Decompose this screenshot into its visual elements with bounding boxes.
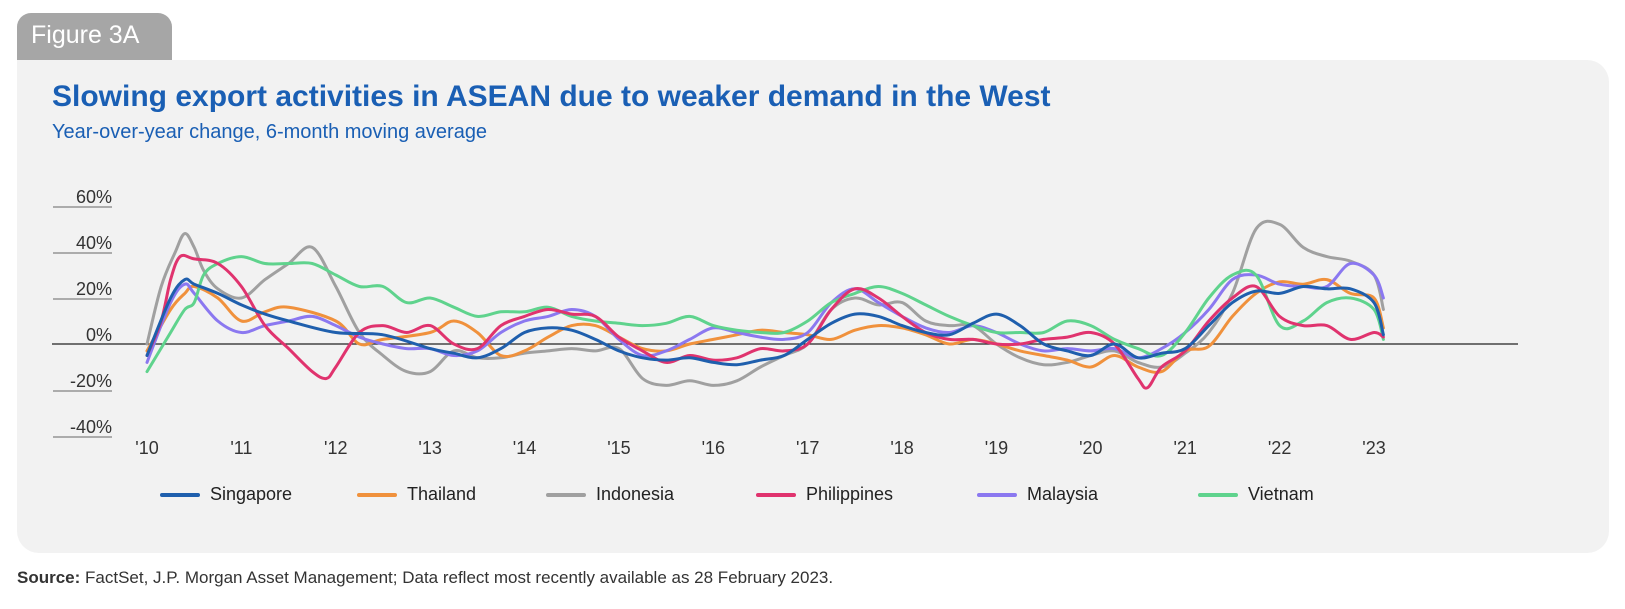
x-tick-label: '14 xyxy=(513,438,536,458)
series-line-vietnam xyxy=(145,255,1385,374)
y-tick-label: 40% xyxy=(76,233,112,253)
legend-item-vietnam: Vietnam xyxy=(1198,484,1314,505)
series-line-philippines xyxy=(145,253,1385,390)
x-tick-label: '15 xyxy=(607,438,630,458)
y-tick-label: 0% xyxy=(86,325,112,345)
x-tick-label: '18 xyxy=(890,438,913,458)
legend-swatch xyxy=(1198,492,1238,497)
x-tick-label: '21 xyxy=(1173,438,1196,458)
legend-swatch xyxy=(357,492,397,497)
series-line-indonesia xyxy=(145,219,1385,387)
x-tick-label: '19 xyxy=(985,438,1008,458)
legend-label: Malaysia xyxy=(1027,484,1099,504)
legend-label: Indonesia xyxy=(596,484,675,504)
legend-label: Philippines xyxy=(806,484,894,504)
x-tick-label: '10 xyxy=(135,438,158,458)
legend-label: Singapore xyxy=(210,484,293,504)
legend-swatch xyxy=(756,492,796,497)
x-tick-label: '12 xyxy=(324,438,347,458)
legend-item-singapore: Singapore xyxy=(160,484,292,505)
y-tick-label: -40% xyxy=(70,417,112,437)
x-tick-label: '13 xyxy=(418,438,441,458)
figure-tab: Figure 3A xyxy=(17,13,172,63)
legend-item-thailand: Thailand xyxy=(357,484,476,505)
legend-swatch xyxy=(160,492,200,497)
x-tick-label: '11 xyxy=(230,438,252,458)
chart-title: Slowing export activities in ASEAN due t… xyxy=(52,80,1051,113)
x-tick-label: '16 xyxy=(702,438,725,458)
legend-label: Vietnam xyxy=(1248,484,1314,504)
y-tick-label: -20% xyxy=(70,371,112,391)
source-note: Source: FactSet, J.P. Morgan Asset Manag… xyxy=(17,568,833,588)
x-tick-label: '23 xyxy=(1362,438,1385,458)
source-text: FactSet, J.P. Morgan Asset Management; D… xyxy=(85,568,834,587)
series-line-singapore xyxy=(145,277,1385,367)
source-label: Source: xyxy=(17,568,81,587)
legend: Singapore Thailand Indonesia Philippines… xyxy=(0,484,1625,512)
legend-label: Thailand xyxy=(407,484,477,504)
x-tick-label: '20 xyxy=(1079,438,1102,458)
legend-item-malaysia: Malaysia xyxy=(977,484,1098,505)
y-tick-label: 60% xyxy=(76,187,112,207)
legend-item-indonesia: Indonesia xyxy=(546,484,674,505)
legend-item-philippines: Philippines xyxy=(756,484,893,505)
legend-swatch xyxy=(977,492,1017,497)
chart-subtitle: Year-over-year change, 6-month moving av… xyxy=(52,121,488,143)
legend-swatch xyxy=(546,492,586,497)
figure-tab-label: Figure 3A xyxy=(31,21,140,49)
x-tick-label: '22 xyxy=(1268,438,1291,458)
y-tick-label: 20% xyxy=(76,279,112,299)
x-tick-label: '17 xyxy=(796,438,819,458)
